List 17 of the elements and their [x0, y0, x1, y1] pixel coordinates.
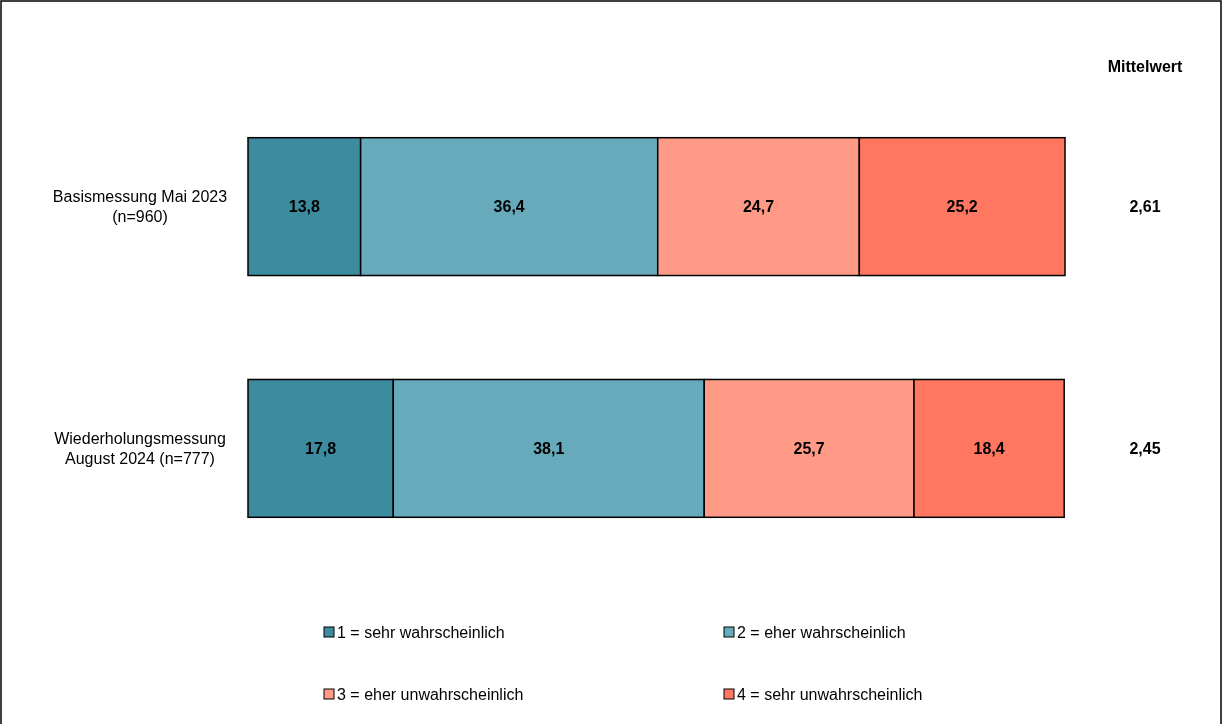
legend-label: 1 = sehr wahrscheinlich — [337, 623, 505, 641]
legend-label: 3 = eher unwahrscheinlich — [337, 685, 524, 703]
y-tick-label: Wiederholungsmessung August 2024 (n=777) — [54, 429, 226, 467]
data-label: 17,8 — [305, 439, 337, 457]
legend-label: 2 = eher wahrscheinlich — [737, 623, 906, 641]
data-label: 24,7 — [742, 198, 775, 216]
legend-label: 4 = sehr unwahrscheinlich — [737, 685, 923, 703]
data-label: 18,4 — [973, 439, 1005, 457]
text: Mittelwert — [1107, 57, 1184, 75]
data-label: 38,1 — [533, 439, 565, 457]
text: 2,61 — [1129, 198, 1161, 216]
data-label: 36,4 — [493, 198, 525, 216]
y-tick-label: Basismessung Mai 2023 (n=960) — [52, 188, 228, 226]
data-label: 25,7 — [793, 439, 825, 457]
data-label: 25,2 — [946, 198, 978, 216]
data-label: 13,8 — [288, 198, 320, 216]
text: 2,45 — [1129, 439, 1161, 457]
